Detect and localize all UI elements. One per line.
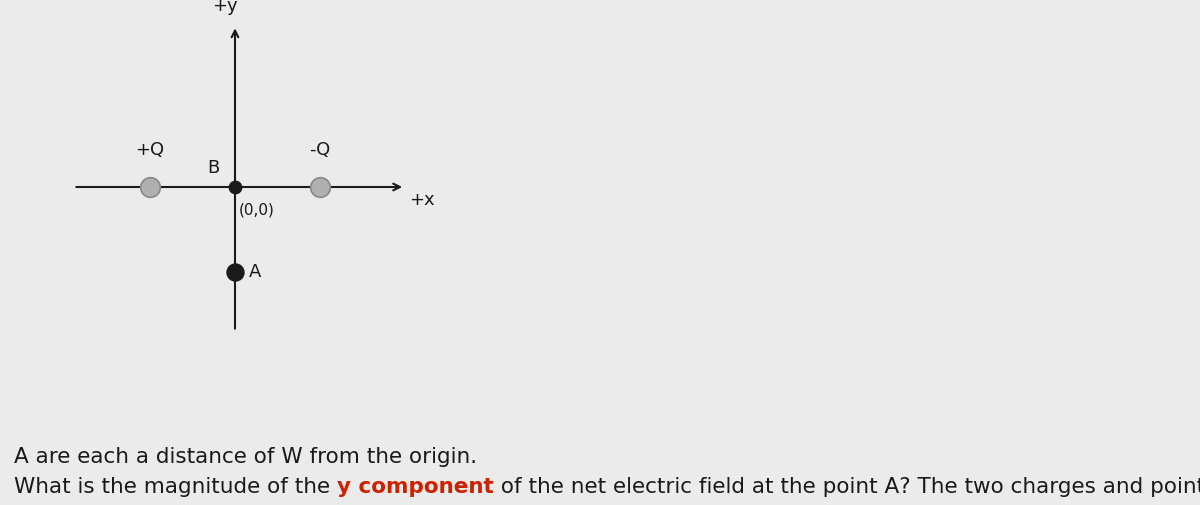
Point (226, 268, 245, 276)
Text: A: A (250, 263, 262, 281)
Text: +x: +x (409, 191, 434, 209)
Text: What is the magnitude of the: What is the magnitude of the (14, 477, 337, 497)
Point (311, 183, 330, 191)
Text: A are each a distance of W from the origin.: A are each a distance of W from the orig… (14, 447, 478, 467)
Point (226, 183, 245, 191)
Text: +Q: +Q (136, 141, 164, 159)
Text: -Q: -Q (310, 141, 331, 159)
Point (140, 183, 160, 191)
Text: B: B (208, 159, 220, 177)
Text: y component: y component (337, 477, 493, 497)
Text: +y: +y (212, 0, 238, 15)
Text: of the net electric field at the point A? The two charges and point: of the net electric field at the point A… (493, 477, 1200, 497)
Text: (0,0): (0,0) (239, 203, 275, 217)
